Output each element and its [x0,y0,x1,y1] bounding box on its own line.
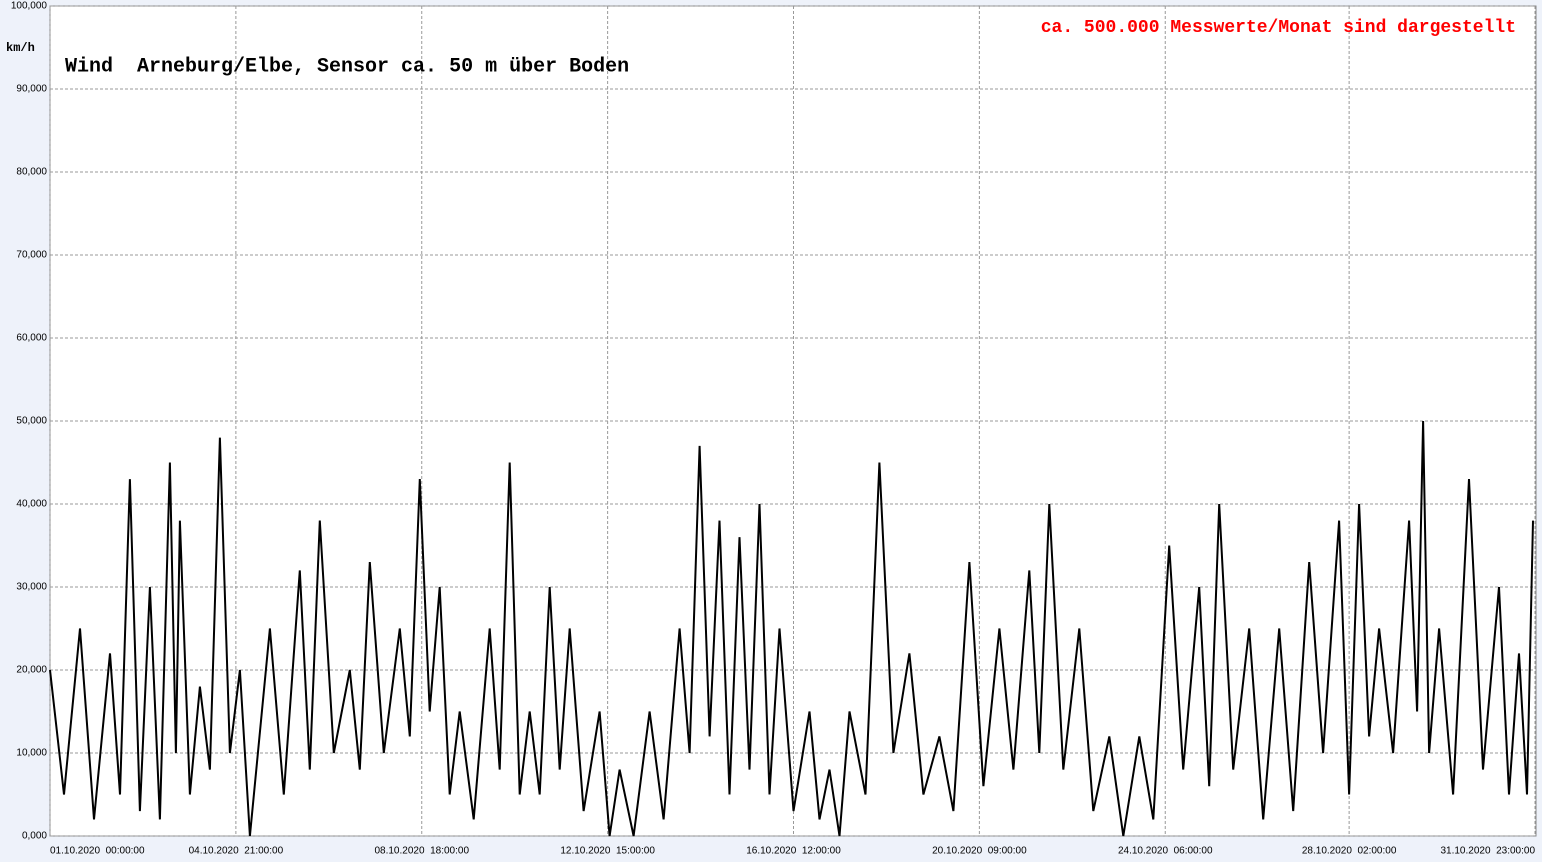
grid [49,5,1536,837]
marks [49,420,1534,837]
chart-subtitle: ca. 500.000 Messwerte/Monat sind dargest… [1041,18,1516,38]
x-tick-label: 12.10.2020 15:00:00 [560,846,655,857]
x-tick-label: 04.10.2020 21:00:00 [189,846,284,857]
y-tick-label: 80,000 [16,167,47,178]
x-tick-label: 01.10.2020 00:00:00 [50,846,145,857]
y-tick-label: 30,000 [16,582,47,593]
y-tick-label: 100,000 [11,1,48,12]
x-tick-label: 08.10.2020 18:00:00 [374,846,469,857]
y-tick-label: 90,000 [16,84,47,95]
y-axis-label: km/h [6,41,35,55]
x-tick-label: 16.10.2020 12:00:00 [746,846,841,857]
chart-title: Wind Arneburg/Elbe, Sensor ca. 50 m über… [65,55,629,78]
y-tick-label: 0,000 [22,831,47,842]
y-tick-label: 50,000 [16,416,47,427]
y-tick-label: 40,000 [16,499,47,510]
y-tick-label: 20,000 [16,665,47,676]
data-line [49,420,1534,837]
x-tick-label: 31.10.2020 23:00:00 [1440,846,1535,857]
y-tick-label: 70,000 [16,250,47,261]
x-tick-label: 24.10.2020 06:00:00 [1118,846,1213,857]
y-tick-label: 10,000 [16,748,47,759]
x-tick-label: 28.10.2020 02:00:00 [1302,846,1397,857]
x-tick-label: 20.10.2020 09:00:00 [932,846,1027,857]
labels: 0,000 10,000 20,000 30,000 40,000 50,000 60,00… [11,1,1536,857]
y-tick-label: 60,000 [16,333,47,344]
